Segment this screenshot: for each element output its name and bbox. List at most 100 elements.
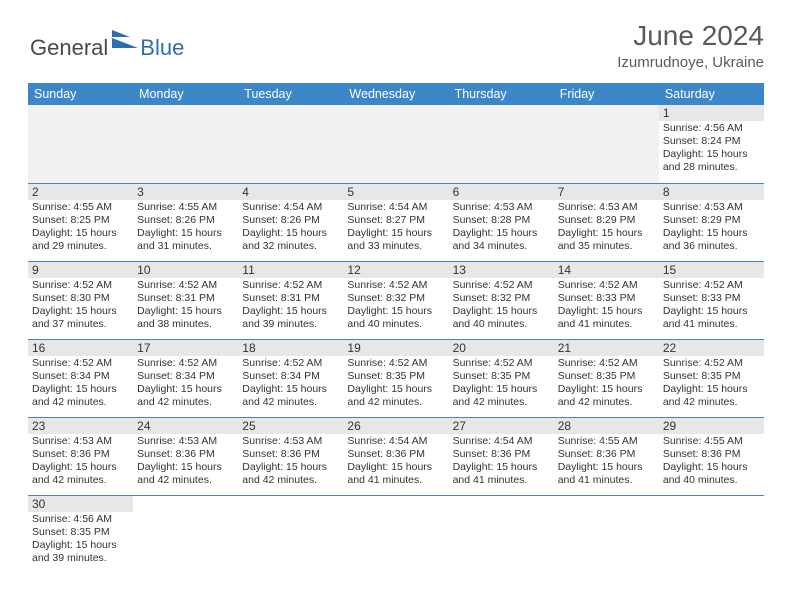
calendar-day-cell: 1Sunrise: 4:56 AMSunset: 8:24 PMDaylight… xyxy=(659,105,764,183)
calendar-empty-cell xyxy=(343,495,448,573)
calendar-day-cell: 29Sunrise: 4:55 AMSunset: 8:36 PMDayligh… xyxy=(659,417,764,495)
day-number: 4 xyxy=(238,184,343,200)
calendar-day-cell: 6Sunrise: 4:53 AMSunset: 8:28 PMDaylight… xyxy=(449,183,554,261)
calendar-day-cell: 12Sunrise: 4:52 AMSunset: 8:32 PMDayligh… xyxy=(343,261,448,339)
calendar-week-row: 23Sunrise: 4:53 AMSunset: 8:36 PMDayligh… xyxy=(28,417,764,495)
calendar-day-cell: 13Sunrise: 4:52 AMSunset: 8:32 PMDayligh… xyxy=(449,261,554,339)
calendar-day-cell: 20Sunrise: 4:52 AMSunset: 8:35 PMDayligh… xyxy=(449,339,554,417)
calendar-empty-cell xyxy=(554,495,659,573)
day-details: Sunrise: 4:52 AMSunset: 8:35 PMDaylight:… xyxy=(449,356,554,412)
day-details: Sunrise: 4:55 AMSunset: 8:36 PMDaylight:… xyxy=(659,434,764,490)
calendar-day-cell: 18Sunrise: 4:52 AMSunset: 8:34 PMDayligh… xyxy=(238,339,343,417)
calendar-day-cell: 28Sunrise: 4:55 AMSunset: 8:36 PMDayligh… xyxy=(554,417,659,495)
day-details: Sunrise: 4:53 AMSunset: 8:36 PMDaylight:… xyxy=(133,434,238,490)
day-number: 3 xyxy=(133,184,238,200)
weekday-header: Wednesday xyxy=(343,83,448,105)
calendar-empty-cell xyxy=(238,495,343,573)
day-details: Sunrise: 4:52 AMSunset: 8:33 PMDaylight:… xyxy=(554,278,659,334)
calendar-day-cell: 27Sunrise: 4:54 AMSunset: 8:36 PMDayligh… xyxy=(449,417,554,495)
day-details: Sunrise: 4:52 AMSunset: 8:35 PMDaylight:… xyxy=(554,356,659,412)
day-number: 19 xyxy=(343,340,448,356)
day-number: 7 xyxy=(554,184,659,200)
day-number: 25 xyxy=(238,418,343,434)
day-details: Sunrise: 4:53 AMSunset: 8:28 PMDaylight:… xyxy=(449,200,554,256)
day-details: Sunrise: 4:52 AMSunset: 8:33 PMDaylight:… xyxy=(659,278,764,334)
weekday-header-row: Sunday Monday Tuesday Wednesday Thursday… xyxy=(28,83,764,105)
weekday-header: Sunday xyxy=(28,83,133,105)
title-block: June 2024 Izumrudnoye, Ukraine xyxy=(617,20,764,71)
day-number: 26 xyxy=(343,418,448,434)
day-details: Sunrise: 4:52 AMSunset: 8:31 PMDaylight:… xyxy=(238,278,343,334)
day-number: 16 xyxy=(28,340,133,356)
day-details: Sunrise: 4:54 AMSunset: 8:27 PMDaylight:… xyxy=(343,200,448,256)
logo-text-general: General xyxy=(30,35,108,61)
day-details: Sunrise: 4:54 AMSunset: 8:36 PMDaylight:… xyxy=(343,434,448,490)
day-number: 1 xyxy=(659,105,764,121)
calendar-day-cell: 24Sunrise: 4:53 AMSunset: 8:36 PMDayligh… xyxy=(133,417,238,495)
calendar-empty-cell xyxy=(343,105,448,183)
day-number: 10 xyxy=(133,262,238,278)
calendar-week-row: 30Sunrise: 4:56 AMSunset: 8:35 PMDayligh… xyxy=(28,495,764,573)
calendar-day-cell: 15Sunrise: 4:52 AMSunset: 8:33 PMDayligh… xyxy=(659,261,764,339)
day-number: 5 xyxy=(343,184,448,200)
day-details: Sunrise: 4:53 AMSunset: 8:36 PMDaylight:… xyxy=(28,434,133,490)
calendar-day-cell: 3Sunrise: 4:55 AMSunset: 8:26 PMDaylight… xyxy=(133,183,238,261)
calendar-empty-cell xyxy=(449,105,554,183)
calendar-day-cell: 23Sunrise: 4:53 AMSunset: 8:36 PMDayligh… xyxy=(28,417,133,495)
day-number: 14 xyxy=(554,262,659,278)
calendar-empty-cell xyxy=(659,495,764,573)
day-details: Sunrise: 4:56 AMSunset: 8:35 PMDaylight:… xyxy=(28,512,133,568)
weekday-header: Friday xyxy=(554,83,659,105)
calendar-empty-cell xyxy=(554,105,659,183)
calendar-day-cell: 22Sunrise: 4:52 AMSunset: 8:35 PMDayligh… xyxy=(659,339,764,417)
calendar-body: 1Sunrise: 4:56 AMSunset: 8:24 PMDaylight… xyxy=(28,105,764,573)
calendar-empty-cell xyxy=(449,495,554,573)
page-subtitle: Izumrudnoye, Ukraine xyxy=(617,54,764,71)
calendar-table: Sunday Monday Tuesday Wednesday Thursday… xyxy=(28,83,764,573)
day-number: 12 xyxy=(343,262,448,278)
day-number: 21 xyxy=(554,340,659,356)
day-details: Sunrise: 4:52 AMSunset: 8:34 PMDaylight:… xyxy=(238,356,343,412)
calendar-day-cell: 30Sunrise: 4:56 AMSunset: 8:35 PMDayligh… xyxy=(28,495,133,573)
day-number: 18 xyxy=(238,340,343,356)
calendar-empty-cell xyxy=(238,105,343,183)
calendar-empty-cell xyxy=(133,105,238,183)
day-number: 6 xyxy=(449,184,554,200)
logo-text-blue: Blue xyxy=(140,35,184,61)
day-details: Sunrise: 4:52 AMSunset: 8:32 PMDaylight:… xyxy=(449,278,554,334)
day-number: 30 xyxy=(28,496,133,512)
calendar-day-cell: 5Sunrise: 4:54 AMSunset: 8:27 PMDaylight… xyxy=(343,183,448,261)
calendar-day-cell: 4Sunrise: 4:54 AMSunset: 8:26 PMDaylight… xyxy=(238,183,343,261)
day-details: Sunrise: 4:55 AMSunset: 8:26 PMDaylight:… xyxy=(133,200,238,256)
calendar-day-cell: 10Sunrise: 4:52 AMSunset: 8:31 PMDayligh… xyxy=(133,261,238,339)
day-number: 23 xyxy=(28,418,133,434)
day-number: 24 xyxy=(133,418,238,434)
calendar-day-cell: 21Sunrise: 4:52 AMSunset: 8:35 PMDayligh… xyxy=(554,339,659,417)
day-details: Sunrise: 4:56 AMSunset: 8:24 PMDaylight:… xyxy=(659,121,764,177)
day-details: Sunrise: 4:53 AMSunset: 8:29 PMDaylight:… xyxy=(554,200,659,256)
day-number: 20 xyxy=(449,340,554,356)
day-number: 29 xyxy=(659,418,764,434)
calendar-day-cell: 2Sunrise: 4:55 AMSunset: 8:25 PMDaylight… xyxy=(28,183,133,261)
day-details: Sunrise: 4:53 AMSunset: 8:36 PMDaylight:… xyxy=(238,434,343,490)
day-number: 11 xyxy=(238,262,343,278)
page-title: June 2024 xyxy=(617,20,764,52)
day-details: Sunrise: 4:52 AMSunset: 8:34 PMDaylight:… xyxy=(133,356,238,412)
day-number: 15 xyxy=(659,262,764,278)
day-number: 28 xyxy=(554,418,659,434)
calendar-day-cell: 25Sunrise: 4:53 AMSunset: 8:36 PMDayligh… xyxy=(238,417,343,495)
day-number: 22 xyxy=(659,340,764,356)
calendar-day-cell: 14Sunrise: 4:52 AMSunset: 8:33 PMDayligh… xyxy=(554,261,659,339)
day-details: Sunrise: 4:52 AMSunset: 8:31 PMDaylight:… xyxy=(133,278,238,334)
calendar-day-cell: 9Sunrise: 4:52 AMSunset: 8:30 PMDaylight… xyxy=(28,261,133,339)
calendar-day-cell: 11Sunrise: 4:52 AMSunset: 8:31 PMDayligh… xyxy=(238,261,343,339)
calendar-day-cell: 17Sunrise: 4:52 AMSunset: 8:34 PMDayligh… xyxy=(133,339,238,417)
day-details: Sunrise: 4:52 AMSunset: 8:35 PMDaylight:… xyxy=(659,356,764,412)
day-number: 27 xyxy=(449,418,554,434)
calendar-day-cell: 7Sunrise: 4:53 AMSunset: 8:29 PMDaylight… xyxy=(554,183,659,261)
logo-mark-icon xyxy=(112,30,138,53)
day-details: Sunrise: 4:53 AMSunset: 8:29 PMDaylight:… xyxy=(659,200,764,256)
weekday-header: Saturday xyxy=(659,83,764,105)
day-details: Sunrise: 4:54 AMSunset: 8:26 PMDaylight:… xyxy=(238,200,343,256)
calendar-day-cell: 19Sunrise: 4:52 AMSunset: 8:35 PMDayligh… xyxy=(343,339,448,417)
